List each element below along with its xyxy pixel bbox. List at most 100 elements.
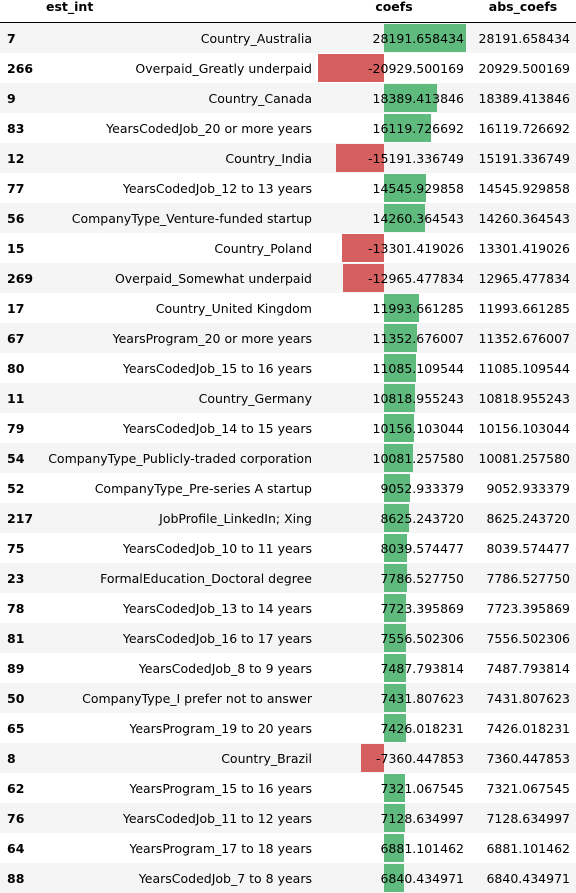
table-row: 81 YearsCodedJob_16 to 17 years 7556.502… (0, 623, 576, 653)
row-label: YearsCodedJob_7 to 8 years (42, 863, 318, 893)
row-coef-cell: 6881.101462 (318, 833, 470, 863)
coef-bar (318, 54, 384, 82)
row-coef-cell: 11085.109544 (318, 353, 470, 383)
row-label: CompanyType_I prefer not to answer (42, 683, 318, 713)
coef-bar (384, 834, 404, 862)
table-row: 89 YearsCodedJob_8 to 9 years 7487.79381… (0, 653, 576, 683)
table-row: 83 YearsCodedJob_20 or more years 16119.… (0, 113, 576, 143)
table-row: 65 YearsProgram_19 to 20 years 7426.0182… (0, 713, 576, 743)
row-coef-cell: 28191.658434 (318, 22, 470, 53)
row-index: 269 (0, 263, 42, 293)
row-abs-coef: 7786.527750 (470, 563, 576, 593)
row-label: Country_Germany (42, 383, 318, 413)
row-abs-coef: 13301.419026 (470, 233, 576, 263)
row-index: 7 (0, 22, 42, 53)
row-coef-value: 11993.661285 (372, 300, 464, 316)
table-row: 12 Country_India -15191.336749 15191.336… (0, 143, 576, 173)
coef-bar (384, 654, 406, 682)
coef-bar (384, 354, 417, 382)
table-row: 9 Country_Canada 18389.413846 18389.4138… (0, 83, 576, 113)
table-row: 11 Country_Germany 10818.955243 10818.95… (0, 383, 576, 413)
row-coef-cell: -15191.336749 (318, 143, 470, 173)
coef-bar (336, 144, 384, 172)
row-index: 217 (0, 503, 42, 533)
row-coef-cell: 8039.574477 (318, 533, 470, 563)
row-abs-coef: 7487.793814 (470, 653, 576, 683)
coef-bar (384, 774, 406, 802)
table-row: 77 YearsCodedJob_12 to 13 years 14545.92… (0, 173, 576, 203)
coef-bar (384, 684, 406, 712)
coef-bar (384, 864, 404, 892)
table-row: 15 Country_Poland -13301.419026 13301.41… (0, 233, 576, 263)
row-index: 62 (0, 773, 42, 803)
row-coef-value: 14260.364543 (372, 210, 464, 226)
row-coef-value: 10156.103044 (372, 420, 464, 436)
row-index: 78 (0, 593, 42, 623)
coef-bar (384, 714, 406, 742)
row-abs-coef: 10156.103044 (470, 413, 576, 443)
row-index: 76 (0, 803, 42, 833)
row-coef-cell: 7556.502306 (318, 623, 470, 653)
row-coef-cell: -13301.419026 (318, 233, 470, 263)
row-coef-value: 18389.413846 (372, 90, 464, 106)
table-body: 7 Country_Australia 28191.658434 28191.6… (0, 22, 576, 893)
table-row: 75 YearsCodedJob_10 to 11 years 8039.574… (0, 533, 576, 563)
table-row: 56 CompanyType_Venture-funded startup 14… (0, 203, 576, 233)
row-label: YearsCodedJob_10 to 11 years (42, 533, 318, 563)
row-coef-value: 7723.395869 (380, 600, 464, 616)
row-coef-value: -13301.419026 (368, 240, 464, 256)
row-abs-coef: 11085.109544 (470, 353, 576, 383)
row-abs-coef: 11352.676007 (470, 323, 576, 353)
row-label: YearsCodedJob_11 to 12 years (42, 803, 318, 833)
row-label: Overpaid_Greatly underpaid (42, 53, 318, 83)
row-coef-cell: -7360.447853 (318, 743, 470, 773)
table-row: 23 FormalEducation_Doctoral degree 7786.… (0, 563, 576, 593)
row-coef-value: 8039.574477 (380, 540, 464, 556)
coef-bar (384, 504, 410, 532)
row-label: YearsProgram_15 to 16 years (42, 773, 318, 803)
row-abs-coef: 7321.067545 (470, 773, 576, 803)
coef-bar (384, 294, 419, 322)
row-coef-cell: 7321.067545 (318, 773, 470, 803)
header-index-name: est_int (0, 0, 318, 23)
coef-bar (384, 24, 466, 52)
row-coef-cell: 7723.395869 (318, 593, 470, 623)
row-coef-cell: 11352.676007 (318, 323, 470, 353)
table-row: 217 JobProfile_LinkedIn; Xing 8625.24372… (0, 503, 576, 533)
row-index: 81 (0, 623, 42, 653)
row-label: Country_Brazil (42, 743, 318, 773)
row-coef-value: -15191.336749 (368, 150, 464, 166)
row-index: 12 (0, 143, 42, 173)
coef-bar (384, 384, 416, 412)
row-label: Country_Australia (42, 22, 318, 53)
row-coef-value: 7786.527750 (380, 570, 464, 586)
coef-bar (384, 474, 411, 502)
coef-bar (384, 594, 407, 622)
row-coef-value: 9052.933379 (380, 480, 464, 496)
header-coefs: coefs (318, 0, 470, 23)
row-coef-value: 28191.658434 (372, 30, 464, 46)
row-abs-coef: 6840.434971 (470, 863, 576, 893)
table-row: 266 Overpaid_Greatly underpaid -20929.50… (0, 53, 576, 83)
row-coef-value: 7426.018231 (380, 720, 464, 736)
row-coef-cell: 7786.527750 (318, 563, 470, 593)
row-index: 9 (0, 83, 42, 113)
row-index: 23 (0, 563, 42, 593)
coef-bar (384, 444, 414, 472)
coef-bar (343, 264, 384, 292)
row-index: 89 (0, 653, 42, 683)
row-abs-coef: 8625.243720 (470, 503, 576, 533)
row-abs-coef: 7128.634997 (470, 803, 576, 833)
row-coef-value: 10818.955243 (372, 390, 464, 406)
row-coef-value: -12965.477834 (368, 270, 464, 286)
row-abs-coef: 10081.257580 (470, 443, 576, 473)
coef-bar (384, 414, 414, 442)
row-coef-value: 8625.243720 (380, 510, 464, 526)
table-row: 50 CompanyType_I prefer not to answer 74… (0, 683, 576, 713)
row-coef-value: 16119.726692 (372, 120, 464, 136)
row-abs-coef: 14545.929858 (470, 173, 576, 203)
row-index: 79 (0, 413, 42, 443)
row-index: 52 (0, 473, 42, 503)
row-label: YearsCodedJob_16 to 17 years (42, 623, 318, 653)
row-coef-cell: 14545.929858 (318, 173, 470, 203)
